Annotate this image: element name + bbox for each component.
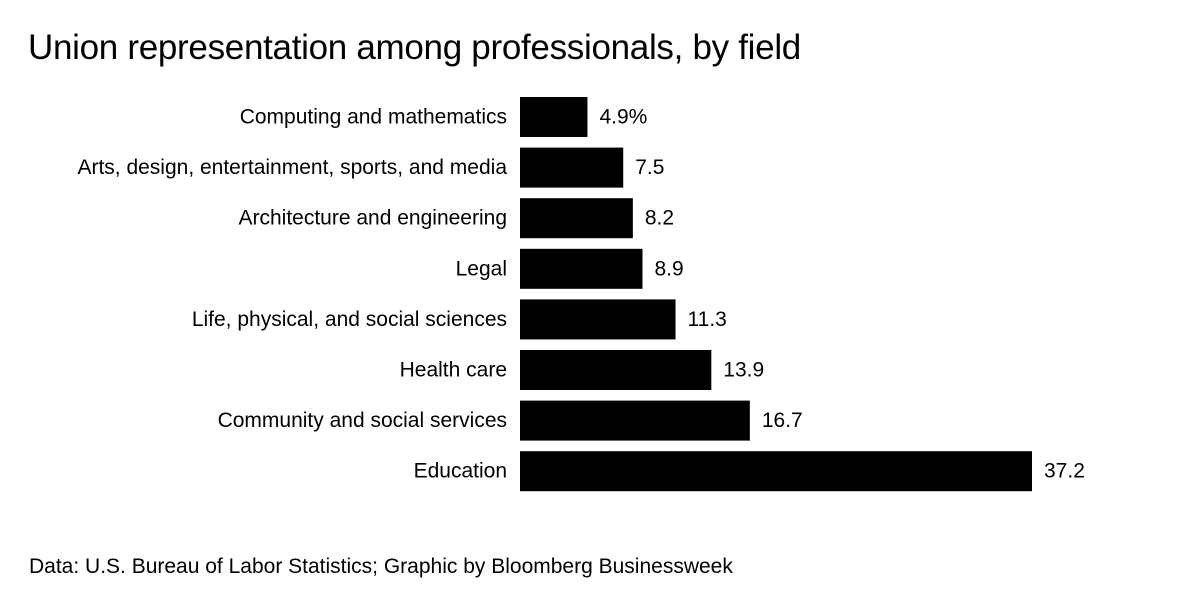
- value-label: 8.9: [654, 257, 683, 280]
- chart-title: Union representation among professionals…: [28, 28, 801, 67]
- value-label: 7.5: [635, 156, 664, 179]
- bar: [520, 147, 624, 188]
- value-label: 13.9: [723, 359, 764, 382]
- value-label: 37.2: [1044, 460, 1085, 483]
- category-label: Life, physical, and social sciences: [192, 308, 507, 331]
- category-label: Architecture and engineering: [238, 207, 507, 230]
- bar: [520, 248, 643, 289]
- bar: [520, 451, 1032, 492]
- category-label: Computing and mathematics: [240, 106, 507, 129]
- category-label: Education: [414, 460, 507, 483]
- category-label: Legal: [456, 257, 507, 280]
- bar: [520, 400, 750, 441]
- value-label: 8.2: [645, 207, 674, 230]
- category-label: Health care: [400, 359, 507, 382]
- bar: [520, 97, 588, 137]
- category-label: Community and social services: [218, 409, 507, 432]
- bar-chart: Computing and mathematics 4.9% Arts, desig…: [77, 97, 1085, 492]
- value-label: 4.9%: [599, 106, 647, 129]
- source-note: Data: U.S. Bureau of Labor Statistics; G…: [29, 555, 733, 578]
- bar: [520, 299, 676, 340]
- category-label: Arts, design, entertainment, sports, and…: [77, 156, 507, 179]
- bar: [520, 350, 712, 390]
- bar: [520, 198, 633, 239]
- value-label: 11.3: [688, 308, 727, 331]
- value-label: 16.7: [762, 409, 803, 432]
